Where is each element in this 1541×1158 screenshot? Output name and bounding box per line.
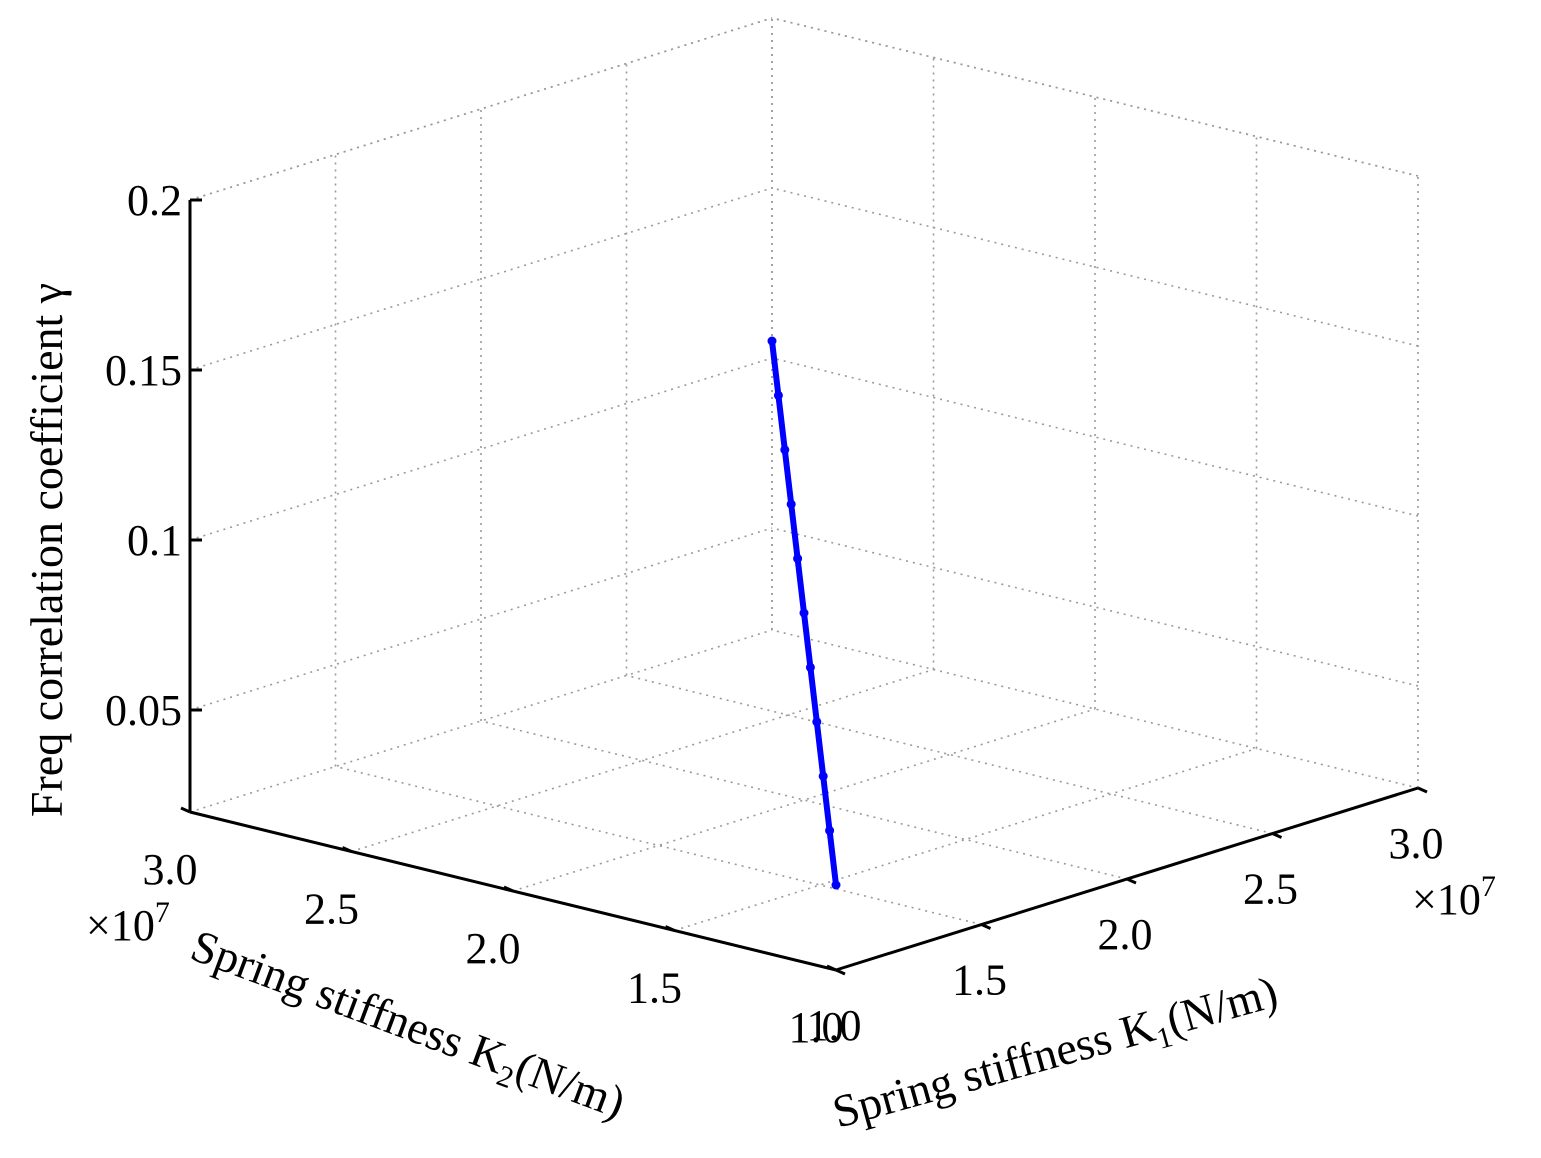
x-axis-multiplier-exp: 7 — [1481, 870, 1496, 903]
series-point-0-3 — [812, 717, 822, 727]
series-point-0-1 — [825, 826, 835, 836]
y-axis-title-unit: (N/m) — [509, 1041, 632, 1128]
series-point-0-10 — [767, 336, 777, 346]
x-tick-label-2: 2.0 — [1098, 910, 1153, 959]
series-point-0-0 — [831, 880, 841, 890]
x-axis-title-unit: (N/m) — [1161, 966, 1283, 1045]
tick-layer: 1.0 1.5 2.0 2.5 3.0 1.0 1.5 2.0 2.5 3.0 0.05 0.1 0.1… — [105, 176, 1444, 1052]
grid-layer — [189, 17, 1419, 971]
y-tick-1 — [664, 925, 676, 932]
grid-top-edge-b — [771, 17, 1419, 177]
grid-backy-horz-2 — [771, 187, 1419, 347]
y-tick-label-3: 2.5 — [304, 885, 359, 934]
x-tick-label-1: 1.5 — [952, 956, 1007, 1005]
y-axis-multiplier-base: ×10 — [86, 901, 155, 950]
y-tick-0 — [826, 964, 837, 972]
y-axis-multiplier-exp: 7 — [155, 896, 170, 929]
x-tick-label-4: 3.0 — [1389, 819, 1444, 868]
z-tick-label-3: 0.2 — [127, 176, 182, 225]
grid-floor-y-1 — [674, 747, 1257, 932]
x-tick-1 — [980, 923, 992, 930]
y-tick-4 — [180, 806, 191, 814]
y-tick-label-4: 3.0 — [143, 845, 198, 894]
axis-layer — [188, 200, 1419, 972]
y-tick-label-1: 1.5 — [627, 964, 682, 1013]
x-tick-label-0: 1.0 — [807, 1001, 862, 1050]
y-axis-title: Spring stiffness K2(N/m) — [182, 920, 632, 1135]
series-point-0-4 — [805, 662, 815, 672]
y-tick-label-0: 1.0 — [789, 1003, 844, 1052]
z-tick-label-1: 0.1 — [127, 516, 182, 565]
x-tick-0 — [835, 968, 846, 976]
series-point-0-8 — [780, 445, 790, 455]
grid-backx-horz-0 — [189, 527, 773, 711]
x-tick-3 — [1271, 832, 1283, 839]
y-tick-label-2: 2.0 — [466, 924, 521, 973]
y-axis-multiplier: ×107 — [86, 896, 170, 950]
y-tick-2 — [503, 885, 514, 893]
x-axis-title: Spring stiffness K1(N/m) — [827, 966, 1285, 1145]
z-axis-title: Freq correlation coefficient γ — [21, 283, 72, 817]
x-tick-4 — [1417, 786, 1428, 794]
x-axis-multiplier: ×107 — [1412, 870, 1496, 924]
series-point-0-9 — [773, 390, 783, 400]
z-tick-label-0: 0.05 — [105, 686, 182, 735]
series-point-0-6 — [793, 554, 803, 564]
grid-floor-x-3 — [626, 674, 1273, 835]
grid-floor-y-2 — [512, 708, 1096, 892]
x-axis-title-main: Spring stiffness K — [827, 1000, 1160, 1138]
series-point-0-7 — [786, 499, 796, 509]
x-tick-label-3: 2.5 — [1243, 865, 1298, 914]
series-point-0-2 — [818, 771, 828, 781]
series-point-0-5 — [799, 608, 809, 618]
grid-backx-horz-1 — [189, 357, 773, 541]
grid-backy-horz-1 — [771, 357, 1419, 517]
grid-floor-x-2 — [480, 720, 1128, 880]
y-axis-title-main: Spring stiffness K — [184, 920, 512, 1084]
grid-floor-x-1 — [335, 765, 982, 926]
y-tick-3 — [341, 846, 353, 853]
grid-floor-x-4 — [771, 629, 1419, 789]
grid-backy-horz-0 — [771, 527, 1419, 687]
grid-top-edge-a — [189, 17, 773, 201]
series-layer — [767, 336, 841, 890]
x-tick-2 — [1126, 877, 1137, 885]
x-axis-multiplier-base: ×10 — [1412, 875, 1481, 924]
z-tick-label-2: 0.15 — [105, 346, 182, 395]
